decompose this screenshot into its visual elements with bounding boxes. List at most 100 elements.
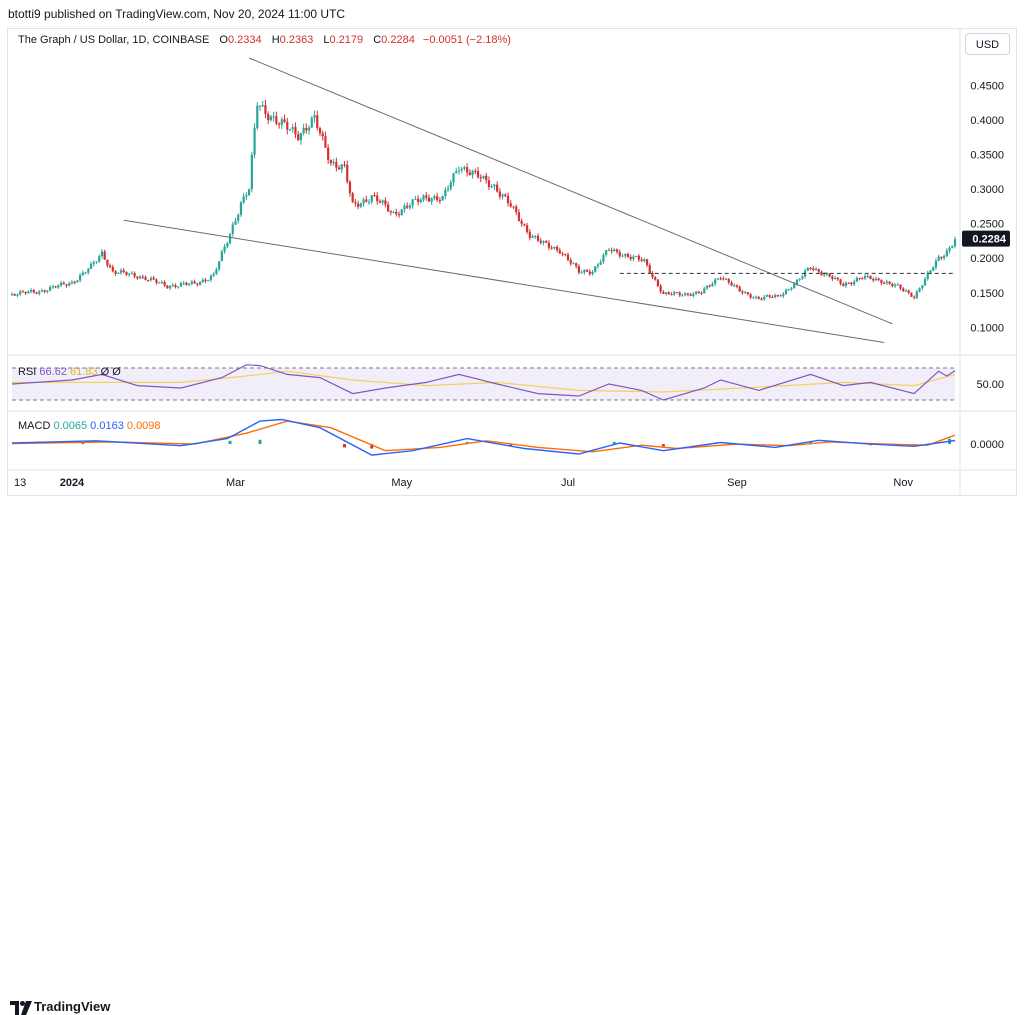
candle-body — [193, 281, 196, 284]
candle-body — [408, 205, 412, 208]
candle-body — [599, 261, 602, 265]
candle-body — [528, 231, 531, 238]
candle-body — [335, 161, 338, 168]
candle-body — [207, 280, 210, 282]
candle-body — [635, 255, 638, 257]
candle-body — [59, 282, 63, 286]
candle-body — [299, 133, 302, 141]
candle-body — [226, 243, 229, 247]
price-chart[interactable]: 13 2024 Mar May Jul Sep Nov 0.4500 0.4000 0.3500… — [0, 0, 1024, 528]
rsi-extra: Ø Ø — [100, 366, 121, 378]
candle-body — [40, 290, 44, 292]
candle-body — [307, 127, 311, 131]
candle-body — [904, 290, 908, 292]
candle-body — [392, 211, 395, 213]
candle-body — [337, 167, 341, 170]
candle-body — [479, 177, 482, 179]
candle-body — [929, 270, 932, 273]
open-label: O — [219, 34, 228, 46]
candle-body — [509, 203, 512, 207]
symbol-name: The Graph / US Dollar, 1D, COINBASE — [18, 34, 210, 46]
candle-body — [700, 292, 703, 294]
candle-body — [457, 170, 461, 172]
candle-body — [596, 264, 600, 267]
candle-body — [855, 278, 858, 282]
rsi-line — [11, 364, 956, 401]
candle-body — [51, 286, 54, 288]
candle-body — [825, 273, 829, 275]
candle-body — [73, 281, 76, 283]
candle-body — [482, 175, 485, 179]
candle-body — [354, 202, 357, 204]
candle-body — [182, 282, 185, 284]
candle-body — [27, 291, 30, 294]
candle-body — [705, 285, 709, 289]
candle-body — [49, 287, 52, 291]
currency-button[interactable]: USD — [965, 33, 1010, 55]
candle-body — [395, 211, 398, 215]
candle-body — [858, 278, 861, 280]
candle-body — [397, 214, 401, 216]
candle-body — [223, 246, 226, 252]
candle-body — [809, 267, 812, 269]
candle-body — [54, 286, 57, 288]
candle-body — [19, 291, 22, 295]
candle-body — [65, 284, 68, 286]
tradingview-logo-icon[interactable] — [10, 1001, 32, 1015]
tradingview-brand[interactable]: TradingView — [34, 999, 111, 1014]
candle-body — [332, 161, 335, 164]
candle-body — [474, 170, 477, 172]
candle-body — [670, 294, 673, 296]
candle-body — [790, 288, 793, 290]
candle-body — [945, 250, 948, 257]
candle-body — [648, 265, 651, 274]
candle-body — [174, 285, 177, 287]
macd-histogram-bar — [228, 440, 232, 445]
candle-body — [833, 278, 837, 280]
candle-body — [534, 235, 537, 237]
candle-body — [594, 266, 597, 272]
candle-body — [128, 273, 131, 275]
candle-body — [542, 241, 545, 243]
candle-body — [681, 295, 684, 297]
candle-body — [117, 272, 120, 274]
candle-body — [703, 288, 706, 294]
candle-body — [637, 255, 640, 260]
candle-body — [485, 175, 488, 181]
candle-body — [512, 206, 515, 208]
candle-body — [70, 281, 74, 284]
candle-body — [406, 205, 409, 208]
candle-body — [149, 277, 153, 281]
low-value: 0.2179 — [329, 34, 364, 46]
macd-hist-legend: 0.0065 — [53, 420, 88, 432]
candle-body — [768, 295, 771, 297]
candle-body — [324, 136, 327, 148]
candle-body — [378, 201, 382, 203]
rsi-ma-value: 61.83 — [70, 366, 98, 378]
candle-body — [779, 295, 782, 297]
close-value: 0.2284 — [381, 34, 415, 46]
candle-body — [316, 115, 319, 128]
candle-body — [449, 182, 452, 189]
candle-body — [119, 270, 123, 273]
last-price-box — [962, 230, 1010, 247]
candle-body — [438, 200, 441, 202]
candle-body — [844, 282, 848, 286]
macd-label: MACD — [18, 420, 51, 432]
candle-body — [460, 168, 463, 171]
candle-body — [141, 276, 144, 278]
candle-body — [806, 267, 809, 271]
candle-body — [76, 280, 79, 283]
candle-body — [831, 276, 834, 279]
candle-body — [823, 274, 826, 276]
candle-body — [733, 285, 736, 287]
y-tick-label: 0.1000 — [970, 322, 1004, 334]
candle-body — [496, 184, 499, 192]
high-label: H — [271, 34, 280, 46]
candle-body — [381, 200, 384, 203]
candle-body — [654, 277, 657, 280]
chart-frame[interactable] — [7, 28, 1017, 496]
macd-pane — [11, 418, 956, 456]
candle-body — [414, 198, 417, 200]
x-tick-label: May — [391, 477, 412, 489]
